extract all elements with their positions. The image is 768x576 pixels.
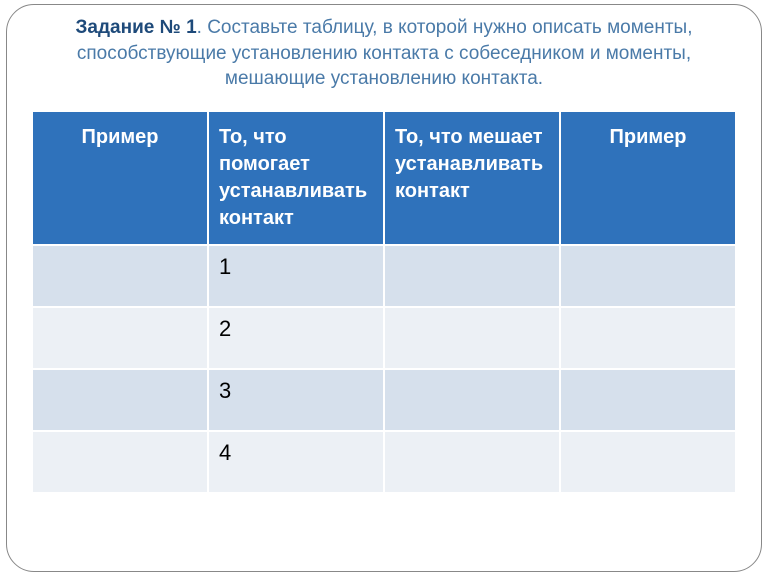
table-header-row: Пример То, что помогает устанавливать ко… <box>32 111 736 245</box>
task-number: Задание № 1 <box>76 17 197 38</box>
col-header-helps: То, что помогает устанавливать контакт <box>208 111 384 245</box>
cell <box>32 369 208 431</box>
cell <box>32 245 208 307</box>
col-header-hinders: То, что мешает устанавливать контакт <box>384 111 560 245</box>
table-row: 1 <box>32 245 736 307</box>
cell <box>384 245 560 307</box>
task-table: Пример То, что помогает устанавливать ко… <box>31 110 737 494</box>
table-row: 2 <box>32 307 736 369</box>
table-row: 3 <box>32 369 736 431</box>
cell <box>560 245 736 307</box>
col-header-example-right: Пример <box>560 111 736 245</box>
table-row: 4 <box>32 431 736 493</box>
cell <box>560 431 736 493</box>
cell <box>32 307 208 369</box>
cell <box>384 431 560 493</box>
cell <box>384 369 560 431</box>
cell: 1 <box>208 245 384 307</box>
cell <box>560 307 736 369</box>
task-title: Задание № 1. Составьте таблицу, в которо… <box>31 15 737 110</box>
cell: 2 <box>208 307 384 369</box>
slide-frame: Задание № 1. Составьте таблицу, в которо… <box>6 4 762 572</box>
cell <box>560 369 736 431</box>
cell: 4 <box>208 431 384 493</box>
cell <box>32 431 208 493</box>
cell <box>384 307 560 369</box>
cell: 3 <box>208 369 384 431</box>
col-header-example-left: Пример <box>32 111 208 245</box>
